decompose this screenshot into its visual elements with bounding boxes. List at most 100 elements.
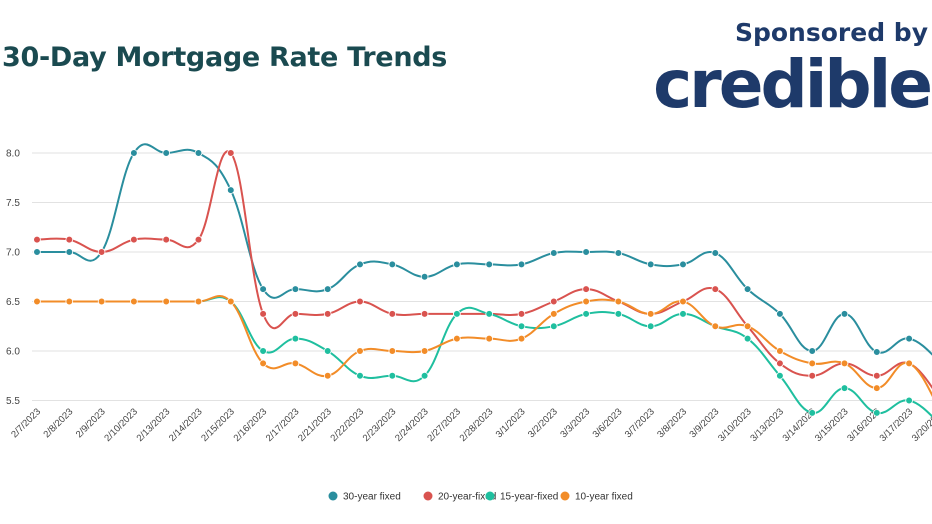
data-point — [162, 297, 171, 306]
data-point — [356, 297, 364, 306]
y-tick-label: 5.5 — [6, 396, 20, 407]
data-point — [323, 310, 332, 318]
data-point — [808, 409, 816, 417]
data-point — [485, 334, 494, 343]
x-tick-label: 3/13/2023 — [748, 406, 786, 444]
data-point — [388, 260, 397, 269]
data-point — [227, 186, 235, 194]
series-lines — [33, 143, 932, 418]
data-point — [517, 334, 526, 343]
data-point — [388, 310, 397, 318]
x-tick-label: 2/28/2023 — [458, 406, 496, 444]
legend-item: 30-year fixed — [328, 491, 401, 503]
brand-logo: credible — [653, 46, 932, 123]
data-point — [646, 310, 655, 318]
data-point — [646, 322, 655, 331]
data-point — [227, 149, 235, 157]
x-tick-label: 2/21/2023 — [296, 406, 334, 444]
data-point — [291, 334, 300, 343]
data-point — [259, 347, 267, 355]
data-point — [291, 359, 300, 368]
data-point — [614, 310, 623, 318]
series-2 — [33, 149, 932, 389]
data-point — [679, 297, 687, 306]
data-point — [65, 248, 74, 256]
data-point — [65, 297, 74, 306]
y-tick-label: 8.0 — [6, 149, 20, 160]
x-tick-label: 2/17/2023 — [264, 406, 302, 444]
data-point — [582, 297, 590, 306]
y-tick-label: 6.0 — [6, 347, 20, 358]
chart-title: 30-Day Mortgage Rate Trends — [2, 42, 448, 73]
x-tick-label: 3/6/2023 — [591, 406, 625, 440]
data-point — [808, 359, 816, 368]
x-tick-label: 2/15/2023 — [199, 406, 237, 444]
data-point — [549, 249, 558, 257]
data-point — [259, 310, 267, 318]
data-point — [840, 310, 849, 318]
x-tick-label: 3/1/2023 — [494, 406, 528, 440]
data-point — [872, 384, 881, 392]
data-point — [776, 371, 784, 380]
data-point — [905, 396, 913, 405]
legend: 30-year fixed 20-year-fixed 15-year-fixed 1… — [328, 491, 633, 503]
data-point — [194, 235, 203, 244]
x-axis-ticks: 2/7/20232/8/20232/9/20232/10/20232/13/20… — [9, 406, 932, 444]
data-point — [711, 285, 720, 293]
data-point — [33, 297, 41, 306]
legend-label: 30-year fixed — [343, 492, 401, 503]
data-point — [65, 235, 74, 244]
series-line — [36, 150, 932, 389]
data-point — [323, 371, 332, 380]
data-point — [323, 285, 332, 293]
x-tick-label: 2/7/2023 — [9, 406, 43, 440]
data-point — [905, 334, 913, 343]
data-point — [582, 310, 590, 318]
legend-label: 20-year-fixed — [438, 492, 496, 503]
data-point — [388, 371, 397, 380]
data-point — [808, 347, 816, 355]
gridlines — [32, 152, 932, 401]
legend-label: 10-year fixed — [575, 492, 633, 503]
legend-item: 10-year fixed — [560, 491, 633, 503]
data-point — [323, 347, 332, 355]
data-point — [743, 285, 752, 293]
data-point — [291, 310, 300, 318]
data-point — [905, 359, 913, 368]
data-point — [517, 260, 526, 269]
data-point — [872, 409, 881, 417]
legend-marker — [485, 491, 495, 501]
y-axis-ticks: 8.0 7.5 7.0 6.5 6.0 5.5 — [6, 149, 20, 408]
data-point — [679, 310, 687, 318]
data-point — [549, 322, 558, 331]
legend-label: 15-year-fixed — [500, 492, 558, 503]
data-point — [291, 285, 300, 293]
sponsor-label: Sponsored by — [734, 18, 928, 47]
data-point — [227, 297, 235, 306]
data-point — [840, 359, 849, 368]
x-tick-label: 3/7/2023 — [623, 406, 657, 440]
data-point — [517, 310, 526, 318]
data-point — [420, 371, 429, 380]
data-point — [872, 371, 881, 380]
series-line — [37, 296, 932, 418]
data-point — [356, 260, 364, 269]
data-point — [743, 322, 752, 331]
x-tick-label: 3/10/2023 — [716, 406, 754, 444]
data-point — [356, 371, 364, 380]
legend-item: 20-year-fixed — [423, 491, 496, 503]
data-point — [162, 149, 171, 157]
data-point — [420, 347, 429, 355]
x-tick-label: 3/8/2023 — [655, 406, 689, 440]
data-point — [776, 310, 784, 318]
data-point — [872, 348, 881, 356]
legend-item: 15-year-fixed — [485, 491, 558, 503]
data-point — [420, 310, 429, 318]
y-tick-label: 6.5 — [6, 297, 20, 308]
x-tick-label: 2/16/2023 — [232, 406, 270, 444]
data-point — [97, 297, 106, 306]
data-point — [453, 334, 461, 343]
data-point — [646, 260, 655, 269]
series-3 — [33, 296, 932, 418]
